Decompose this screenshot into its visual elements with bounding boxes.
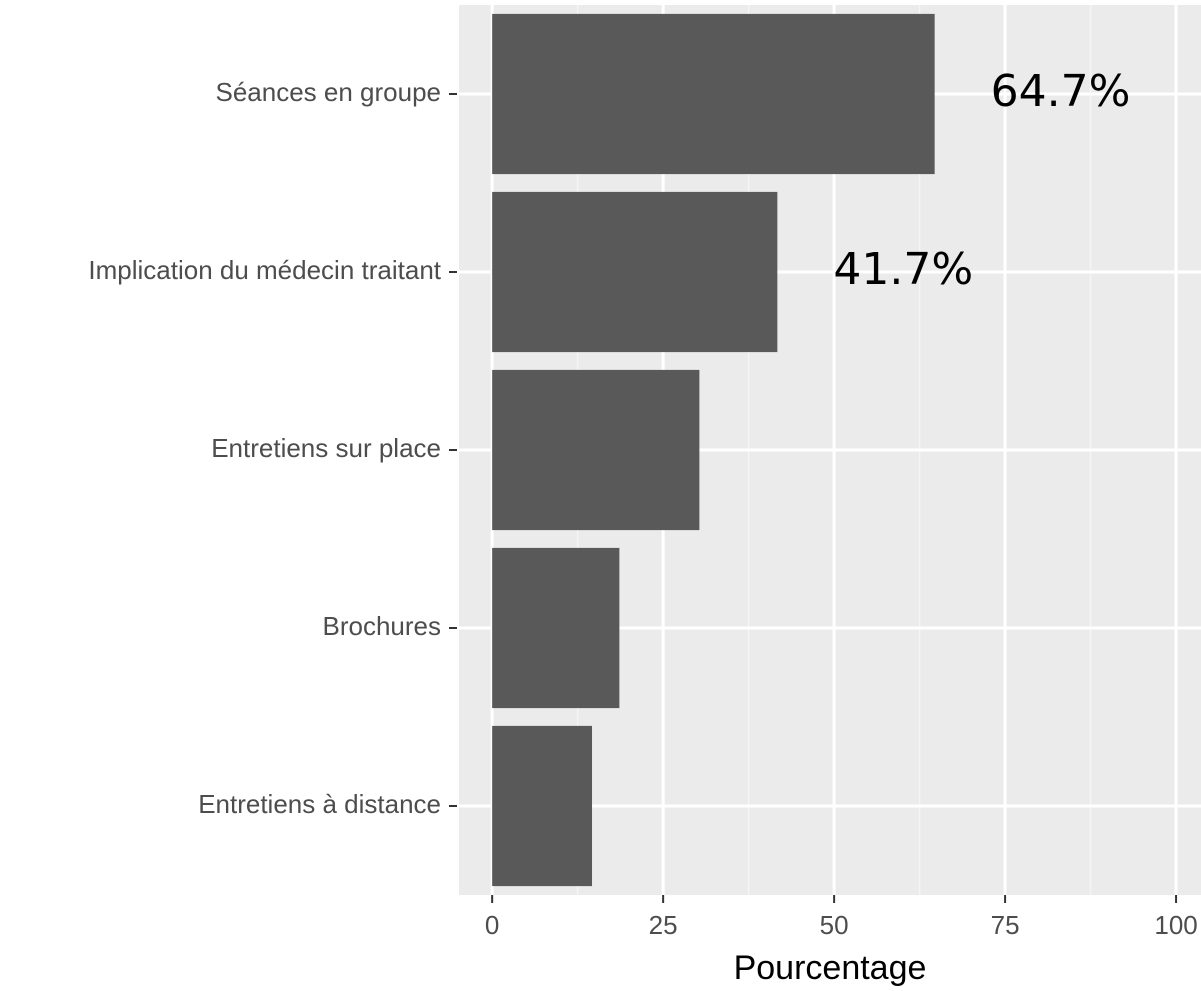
x-tick-label: 100 xyxy=(1154,910,1197,940)
bar xyxy=(492,725,593,887)
x-tick-label: 0 xyxy=(485,910,499,940)
y-tick-label: Séances en groupe xyxy=(215,77,441,107)
y-tick-label: Entretiens sur place xyxy=(211,433,441,463)
x-tick-label: 75 xyxy=(991,910,1020,940)
bar xyxy=(492,13,935,175)
value-label: 64.7% xyxy=(991,66,1131,117)
bar xyxy=(492,369,700,531)
x-tick-label: 50 xyxy=(820,910,849,940)
bar xyxy=(492,191,778,353)
y-tick-label: Implication du médecin traitant xyxy=(88,255,441,285)
x-tick-label: 25 xyxy=(649,910,678,940)
x-axis-title: Pourcentage xyxy=(734,949,927,987)
value-label: 41.7% xyxy=(833,244,973,295)
bar xyxy=(492,547,620,709)
y-tick-label: Brochures xyxy=(323,611,442,641)
y-tick-label: Entretiens à distance xyxy=(198,789,441,819)
